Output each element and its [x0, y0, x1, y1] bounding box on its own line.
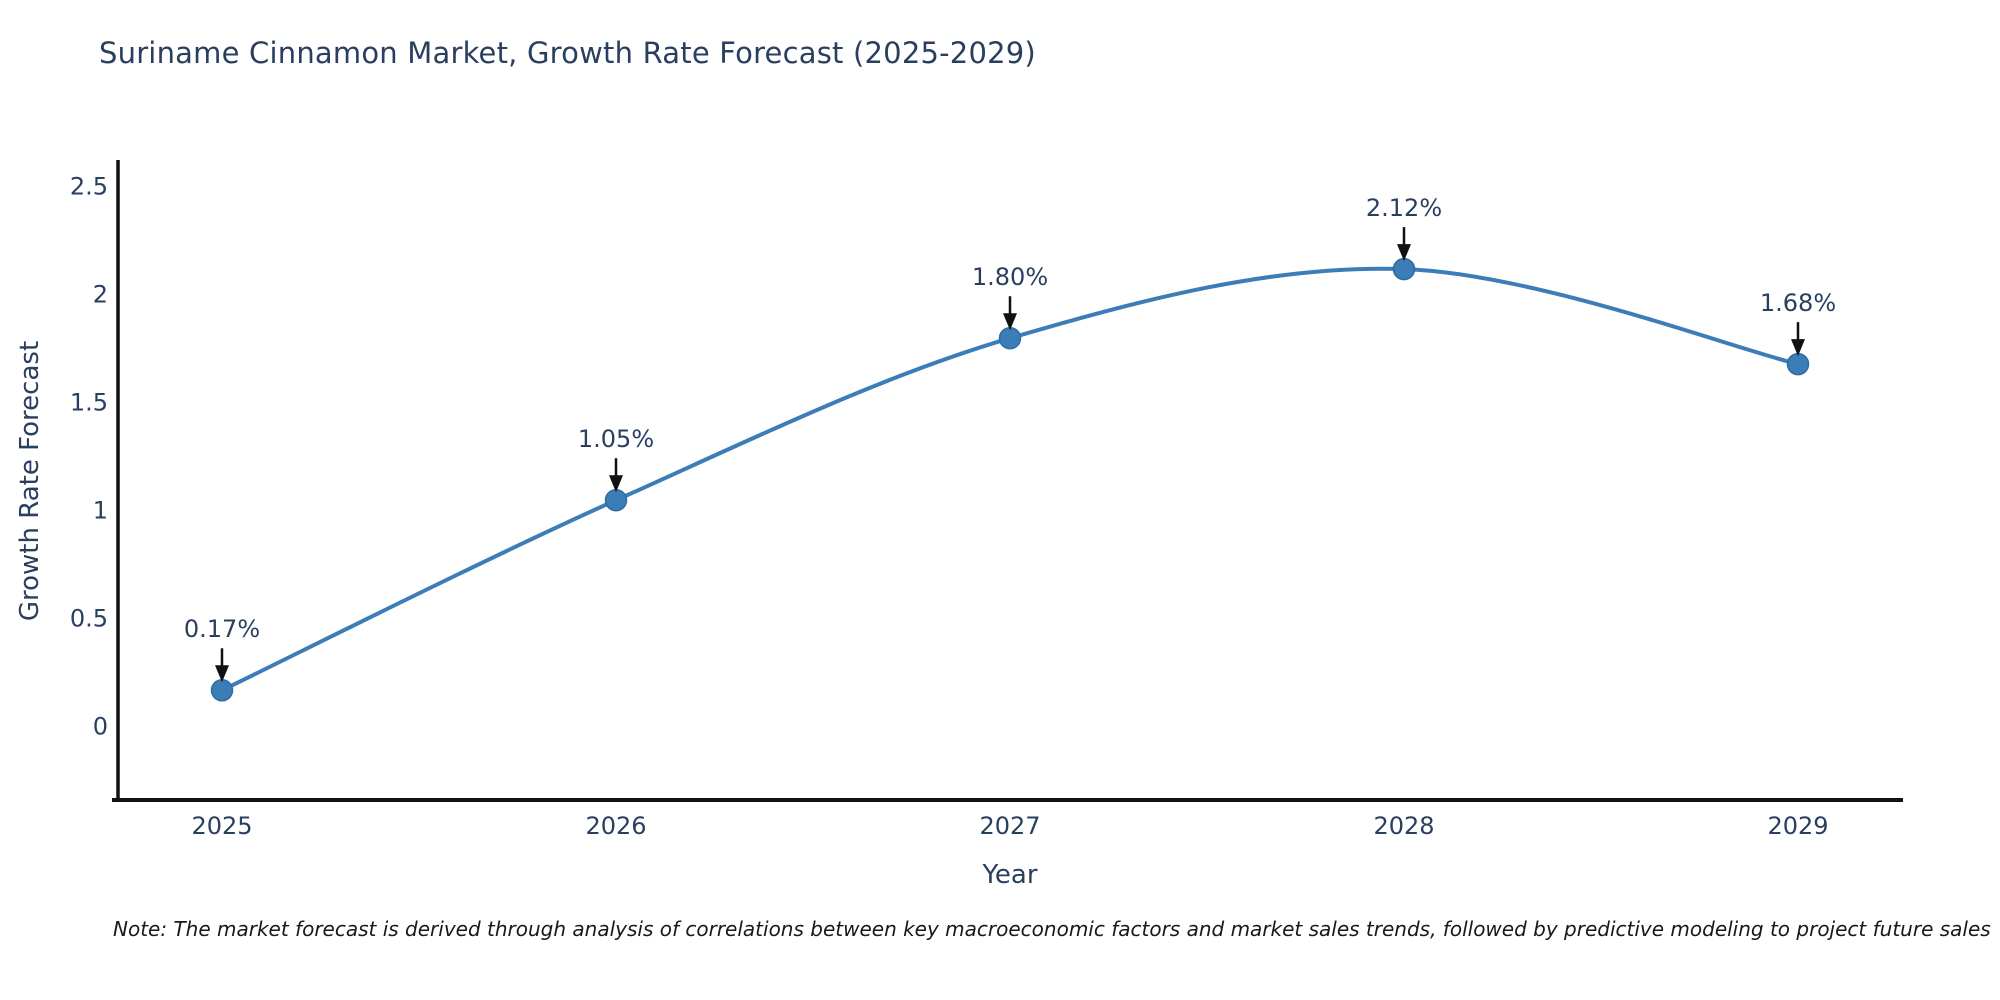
point-annotation-label: 1.05%: [577, 425, 655, 454]
y-tick-label: 0: [92, 712, 108, 741]
y-tick-label: 2: [92, 280, 108, 309]
point-annotation-label: 1.80%: [971, 263, 1049, 292]
y-tick-label: 0.5: [69, 604, 108, 633]
y-tick-label: 1: [92, 496, 108, 525]
point-annotation-label: 1.68%: [1759, 289, 1837, 318]
data-point-marker: [1392, 257, 1416, 281]
x-tick-label: 2029: [1767, 812, 1829, 840]
data-point-marker: [604, 488, 628, 512]
x-tick-label: 2025: [191, 812, 253, 840]
annotation-arrow-head: [1397, 244, 1411, 262]
data-point-marker: [1786, 352, 1810, 376]
y-tick-label: 1.5: [69, 388, 108, 417]
annotation-arrow-head: [1003, 313, 1017, 331]
chart-title: Suriname Cinnamon Market, Growth Rate Fo…: [99, 36, 1036, 70]
x-tick-label: 2027: [979, 812, 1041, 840]
footnote: Note: The market forecast is derived thr…: [113, 917, 1991, 941]
y-tick-label: 2.5: [69, 172, 108, 201]
data-point-marker: [998, 326, 1022, 350]
point-annotation-label: 0.17%: [183, 615, 261, 644]
y-axis-title: Growth Rate Forecast: [15, 340, 45, 622]
data-point-marker: [210, 679, 234, 702]
x-tick-label: 2026: [585, 812, 647, 840]
x-axis-title: Year: [982, 860, 1038, 890]
x-tick-label: 2028: [1373, 812, 1435, 840]
annotation-arrow-head: [609, 475, 623, 493]
point-annotation-label: 2.12%: [1365, 194, 1443, 223]
annotation-arrow-head: [1791, 339, 1805, 357]
annotation-arrows: [215, 227, 1805, 683]
annotation-arrow-head: [215, 665, 229, 683]
